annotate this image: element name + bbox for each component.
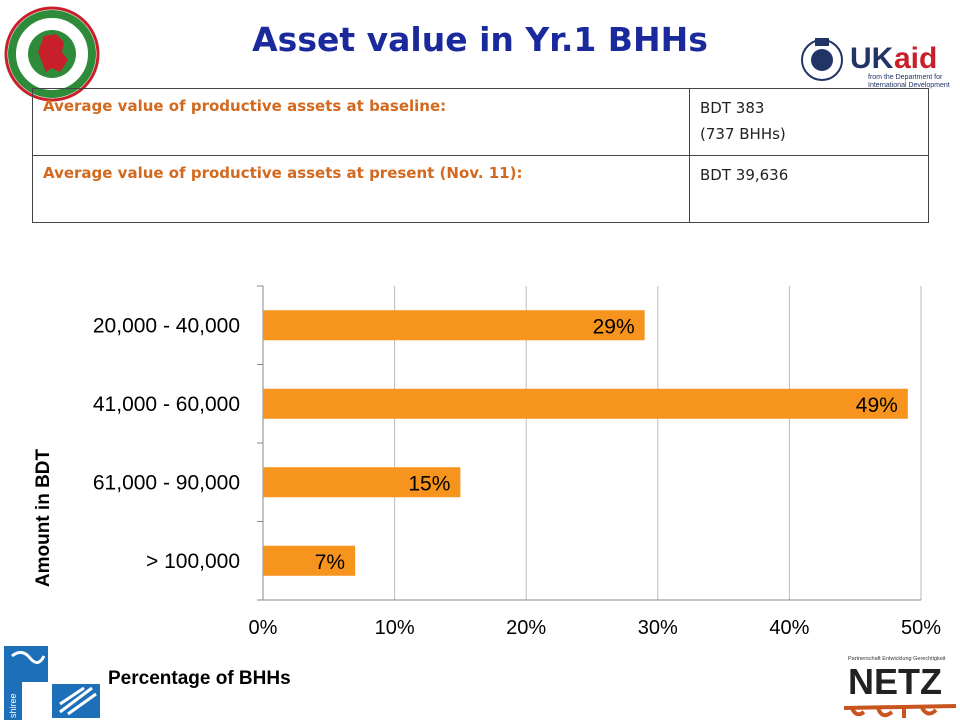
table-row: Average value of productive assets at ba… <box>32 88 929 156</box>
x-tick-label: 10% <box>375 617 415 639</box>
present-value: BDT 39,636 <box>689 155 929 223</box>
data-label: 7% <box>315 551 345 574</box>
bar <box>263 388 908 419</box>
baseline-value-line-1: BDT 383 <box>700 99 765 117</box>
x-tick-label: 50% <box>901 617 941 639</box>
table-row: Average value of productive assets at pr… <box>32 155 929 223</box>
baseline-value: BDT 383 (737 BHHs) <box>689 88 929 156</box>
netz-tagline: Partnerschaft Entwicklung Gerechtigkeit <box>848 656 946 662</box>
asset-summary-table: Average value of productive assets at ba… <box>32 88 929 223</box>
bar <box>263 310 645 341</box>
y-axis-label: Amount in BDT <box>33 448 54 587</box>
ukaid-aid-text: aid <box>894 42 937 75</box>
netz-wordmark: NETZ <box>848 661 942 702</box>
present-value-line-1: BDT 39,636 <box>700 166 789 184</box>
government-seal-logo <box>4 6 100 102</box>
category-label: 61,000 - 90,000 <box>93 471 240 494</box>
x-tick-label: 0% <box>249 617 278 639</box>
ukaid-uk-text: UK <box>850 42 894 75</box>
x-tick-label: 30% <box>638 617 678 639</box>
ukaid-tagline-1: from the Department for <box>868 74 943 81</box>
baseline-value-line-2: (737 BHHs) <box>700 125 786 143</box>
shiree-text: shiree <box>8 693 18 718</box>
asset-distribution-chart: 20,000 - 40,000 41,000 - 60,000 61,000 - 9… <box>33 285 941 689</box>
x-tick-label: 20% <box>506 617 546 639</box>
x-axis-label: Percentage of BHHs <box>108 668 291 689</box>
baseline-label: Average value of productive assets at ba… <box>32 88 690 156</box>
netz-logo: Partnerschaft Entwicklung Gerechtigkeit … <box>843 656 957 718</box>
data-label: 49% <box>856 394 898 417</box>
crest-icon <box>801 38 843 81</box>
ukaid-logo: UK aid from the Department for Internati… <box>801 38 950 89</box>
category-label: 41,000 - 60,000 <box>93 393 240 416</box>
ukaid-tagline-2: International Development <box>868 82 950 89</box>
x-tick-label: 40% <box>769 617 809 639</box>
data-label: 15% <box>408 472 450 495</box>
shiree-logo: shiree <box>0 644 108 720</box>
slide-title: Asset value in Yr.1 BHHs <box>252 20 708 59</box>
bar <box>263 467 461 498</box>
data-label: 29% <box>593 315 635 338</box>
category-label: > 100,000 <box>146 550 240 573</box>
present-label: Average value of productive assets at pr… <box>32 155 690 223</box>
category-label: 20,000 - 40,000 <box>93 314 240 337</box>
bar <box>263 545 356 576</box>
